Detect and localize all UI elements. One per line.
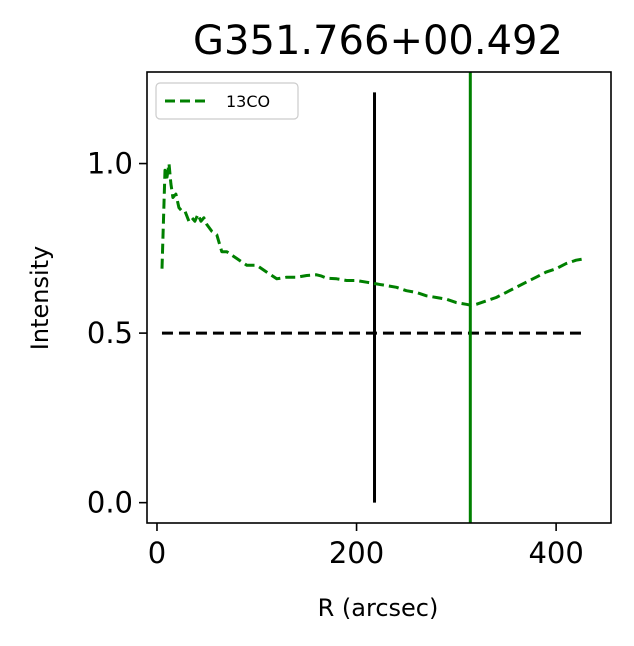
axis-ticks: 0 200 400 0.0 0.5 1.0: [87, 147, 584, 570]
legend: 13CO: [155, 82, 299, 120]
plot-frame: [146, 71, 612, 524]
series-line-13co: [160, 162, 587, 307]
y-tick-label-1: 0.5: [87, 316, 133, 350]
y-tick-label-0: 0.0: [87, 486, 133, 520]
y-axis-label: Intensity: [26, 246, 54, 350]
x-tick-label-2: 400: [528, 536, 583, 570]
x-tick-label-0: 0: [148, 536, 166, 570]
x-tick-label-1: 200: [329, 536, 384, 570]
legend-box: [155, 82, 299, 120]
plot-area: [160, 72, 587, 523]
x-axis-label: R (arcsec): [318, 594, 439, 622]
chart-title: G351.766+00.492: [193, 18, 563, 64]
legend-label-13co: 13CO: [226, 92, 270, 111]
y-tick-label-2: 1.0: [87, 147, 133, 181]
